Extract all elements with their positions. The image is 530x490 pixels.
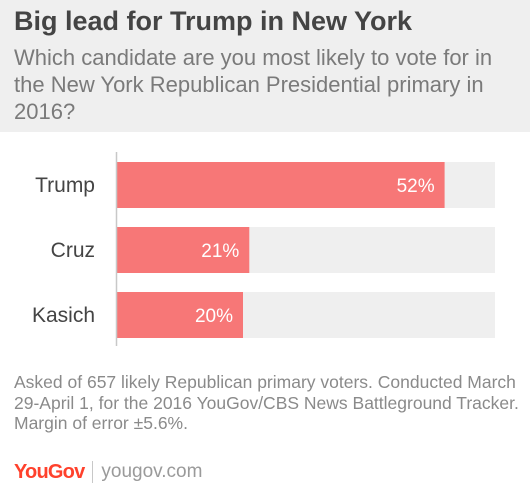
bar-chart: Trump 52% Cruz 21% Kasich 20%: [0, 132, 530, 354]
bar-trump: [117, 162, 445, 208]
bar-kasich: [117, 292, 243, 338]
yougov-logo: YouGov: [14, 460, 85, 483]
value-label: 52%: [397, 176, 435, 197]
bar-cruz: [117, 227, 250, 273]
footnote: Asked of 657 likely Republican primary v…: [14, 372, 519, 433]
category-label: Kasich: [32, 304, 95, 327]
value-label: 20%: [195, 306, 233, 327]
brand-footer: YouGov yougov.com: [14, 458, 202, 486]
value-label: 21%: [201, 241, 239, 262]
chart-title: Big lead for Trump in New York: [14, 6, 413, 36]
bar-chart-svg: Trump 52% Cruz 21% Kasich 20%: [32, 152, 495, 346]
category-label: Trump: [35, 174, 95, 197]
chart-subtitle: Which candidate are you most likely to v…: [14, 45, 493, 124]
chart-header: Big lead for Trump in New York Which can…: [0, 0, 530, 132]
category-label: Cruz: [51, 239, 95, 262]
brand-divider: [92, 461, 94, 483]
site-url[interactable]: yougov.com: [101, 461, 203, 482]
